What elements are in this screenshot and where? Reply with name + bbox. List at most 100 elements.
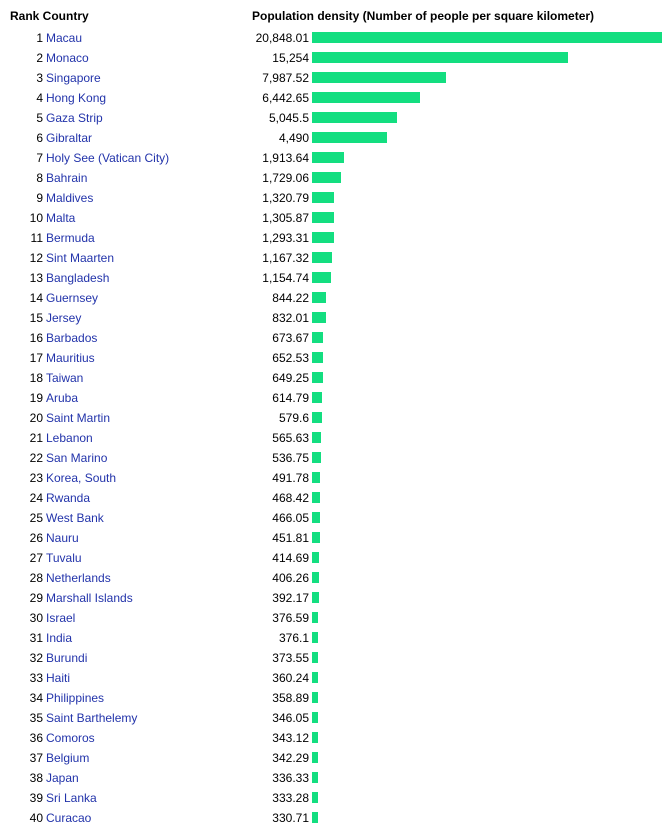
value-label: 7,987.52 bbox=[262, 71, 309, 85]
density-bar bbox=[312, 732, 318, 743]
country-link[interactable]: San Marino bbox=[46, 451, 108, 465]
country-link[interactable]: Monaco bbox=[46, 51, 89, 65]
table-row: 27 Tuvalu 414.69 bbox=[0, 548, 671, 568]
value-label: 376.1 bbox=[278, 631, 309, 645]
table-row: 35 Saint Barthelemy 346.05 bbox=[0, 708, 671, 728]
country-link[interactable]: India bbox=[46, 631, 73, 645]
table-row: 10 Malta 1,305.87 bbox=[0, 208, 671, 228]
country-link[interactable]: Singapore bbox=[46, 71, 101, 85]
density-bar bbox=[312, 752, 318, 763]
country-link[interactable]: Nauru bbox=[46, 531, 79, 545]
country-link[interactable]: Bangladesh bbox=[46, 271, 110, 285]
country-link[interactable]: Rwanda bbox=[46, 491, 91, 505]
country-link[interactable]: Hong Kong bbox=[46, 91, 107, 105]
country-link[interactable]: Gibraltar bbox=[46, 131, 93, 145]
country-link[interactable]: Haiti bbox=[46, 671, 71, 685]
density-bar bbox=[312, 172, 341, 183]
value-label: 406.26 bbox=[272, 571, 309, 585]
rank-label: 2 bbox=[36, 51, 43, 65]
country-link[interactable]: Curacao bbox=[46, 811, 92, 825]
table-row: 21 Lebanon 565.63 bbox=[0, 428, 671, 448]
country-link[interactable]: Holy See (Vatican City) bbox=[46, 151, 170, 165]
rank-label: 28 bbox=[29, 571, 43, 585]
rank-label: 23 bbox=[29, 471, 43, 485]
country-link[interactable]: Korea, South bbox=[46, 471, 117, 485]
country-link[interactable]: Lebanon bbox=[46, 431, 93, 445]
country-link[interactable]: West Bank bbox=[46, 511, 104, 525]
table-row: 40 Curacao 330.71 bbox=[0, 808, 671, 828]
country-link[interactable]: Bahrain bbox=[46, 171, 88, 185]
value-label: 392.17 bbox=[272, 591, 309, 605]
country-link[interactable]: Aruba bbox=[46, 391, 79, 405]
country-link[interactable]: Sri Lanka bbox=[46, 791, 97, 805]
table-row: 37 Belgium 342.29 bbox=[0, 748, 671, 768]
density-bar bbox=[312, 192, 334, 203]
table-row: 32 Burundi 373.55 bbox=[0, 648, 671, 668]
value-label: 358.89 bbox=[272, 691, 309, 705]
rank-label: 40 bbox=[29, 811, 43, 825]
rank-label: 34 bbox=[29, 691, 43, 705]
country-link[interactable]: Israel bbox=[46, 611, 76, 625]
country-link[interactable]: Saint Martin bbox=[46, 411, 111, 425]
density-bar bbox=[312, 572, 319, 583]
country-link[interactable]: Japan bbox=[46, 771, 79, 785]
country-link[interactable]: Jersey bbox=[46, 311, 82, 325]
value-label: 565.63 bbox=[272, 431, 309, 445]
country-link[interactable]: Macau bbox=[46, 31, 83, 45]
value-label: 1,305.87 bbox=[262, 211, 309, 225]
rank-label: 26 bbox=[29, 531, 43, 545]
table-row: 14 Guernsey 844.22 bbox=[0, 288, 671, 308]
country-link[interactable]: Comoros bbox=[46, 731, 95, 745]
rank-label: 18 bbox=[29, 371, 43, 385]
density-bar bbox=[312, 492, 320, 503]
table-row: 5 Gaza Strip 5,045.5 bbox=[0, 108, 671, 128]
country-link[interactable]: Burundi bbox=[46, 651, 88, 665]
value-label: 451.81 bbox=[272, 531, 309, 545]
table-row: 6 Gibraltar 4,490 bbox=[0, 128, 671, 148]
value-label: 360.24 bbox=[272, 671, 309, 685]
density-bar bbox=[312, 452, 321, 463]
country-link[interactable]: Belgium bbox=[46, 751, 90, 765]
country-link[interactable]: Gaza Strip bbox=[46, 111, 103, 125]
value-label: 468.42 bbox=[272, 491, 309, 505]
country-link[interactable]: Philippines bbox=[46, 691, 105, 705]
density-bar bbox=[312, 632, 318, 643]
table-row: 33 Haiti 360.24 bbox=[0, 668, 671, 688]
density-bar bbox=[312, 92, 420, 103]
country-link[interactable]: Maldives bbox=[46, 191, 94, 205]
table-row: 29 Marshall Islands 392.17 bbox=[0, 588, 671, 608]
country-link[interactable]: Netherlands bbox=[46, 571, 111, 585]
country-link[interactable]: Sint Maarten bbox=[46, 251, 115, 265]
density-bar bbox=[312, 272, 331, 283]
value-label: 844.22 bbox=[272, 291, 309, 305]
rank-label: 3 bbox=[36, 71, 43, 85]
rank-label: 5 bbox=[36, 111, 43, 125]
value-label: 342.29 bbox=[272, 751, 309, 765]
country-link[interactable]: Bermuda bbox=[46, 231, 95, 245]
rank-label: 12 bbox=[29, 251, 43, 265]
country-link[interactable]: Guernsey bbox=[46, 291, 99, 305]
density-bar bbox=[312, 512, 320, 523]
rank-label: 24 bbox=[29, 491, 43, 505]
rank-label: 33 bbox=[29, 671, 43, 685]
density-bar bbox=[312, 652, 318, 663]
density-bar bbox=[312, 72, 446, 83]
country-link[interactable]: Tuvalu bbox=[46, 551, 82, 565]
rank-label: 36 bbox=[29, 731, 43, 745]
rank-label: 20 bbox=[29, 411, 43, 425]
density-bar bbox=[312, 252, 332, 263]
country-link[interactable]: Saint Barthelemy bbox=[46, 711, 138, 725]
rank-label: 30 bbox=[29, 611, 43, 625]
country-link[interactable]: Barbados bbox=[46, 331, 98, 345]
country-link[interactable]: Mauritius bbox=[46, 351, 95, 365]
table-row: 23 Korea, South 491.78 bbox=[0, 468, 671, 488]
country-link[interactable]: Taiwan bbox=[46, 371, 84, 385]
density-bar bbox=[312, 332, 323, 343]
density-bar bbox=[312, 552, 319, 563]
value-label: 20,848.01 bbox=[255, 31, 309, 45]
country-link[interactable]: Marshall Islands bbox=[46, 591, 133, 605]
rank-label: 32 bbox=[29, 651, 43, 665]
table-row: 39 Sri Lanka 333.28 bbox=[0, 788, 671, 808]
value-label: 330.71 bbox=[272, 811, 309, 825]
country-link[interactable]: Malta bbox=[46, 211, 76, 225]
